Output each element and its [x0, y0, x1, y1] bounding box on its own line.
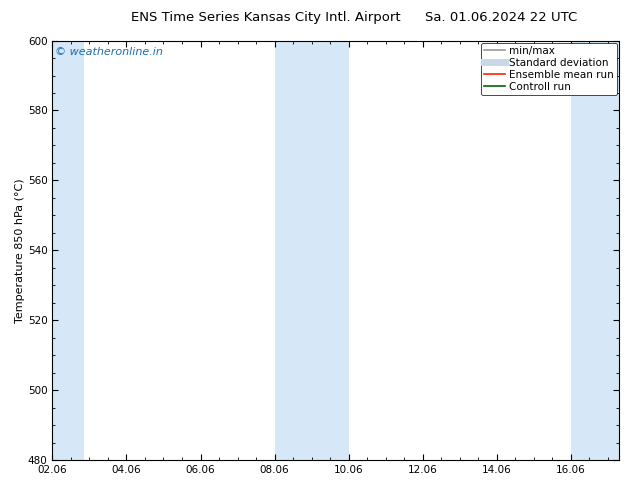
Text: Sa. 01.06.2024 22 UTC: Sa. 01.06.2024 22 UTC — [425, 11, 577, 24]
Text: © weatheronline.in: © weatheronline.in — [55, 47, 163, 57]
Text: ENS Time Series Kansas City Intl. Airport: ENS Time Series Kansas City Intl. Airpor… — [131, 11, 401, 24]
Bar — [53, 41, 84, 460]
Y-axis label: Temperature 850 hPa (°C): Temperature 850 hPa (°C) — [15, 178, 25, 322]
Bar — [571, 41, 619, 460]
Bar — [275, 41, 349, 460]
Legend: min/max, Standard deviation, Ensemble mean run, Controll run: min/max, Standard deviation, Ensemble me… — [481, 43, 617, 95]
